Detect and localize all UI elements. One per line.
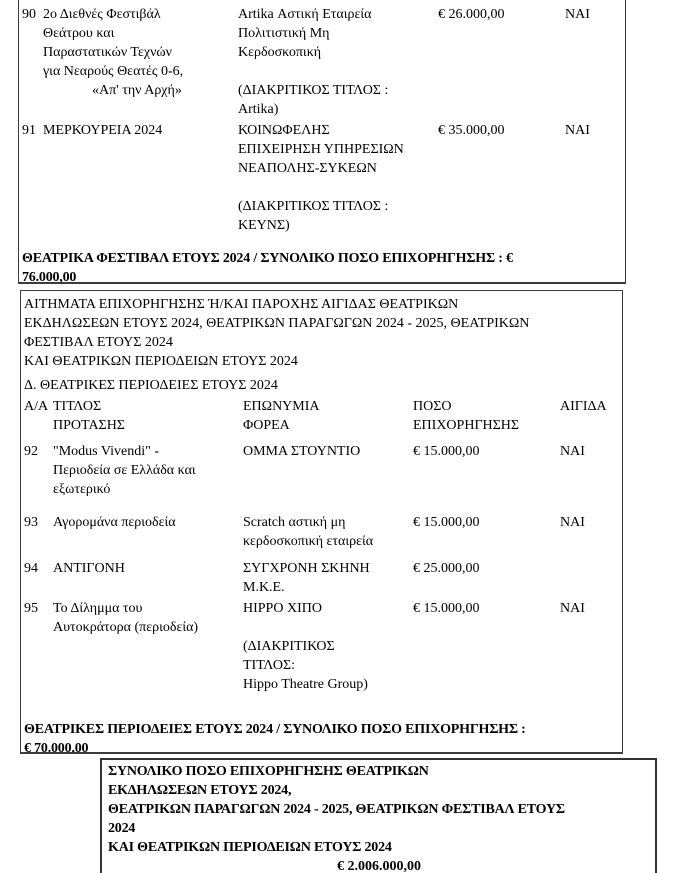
row-number: 91 [22, 123, 36, 138]
aegis-cell: ΝΑΙ [565, 7, 590, 22]
proposal-title-cell: ΜΕΡΚΟΥΡΕΙΑ 2024 [43, 123, 163, 138]
grand-total-text: ΣΥΝΟΛΙΚΟ ΠΟΣΟ ΕΠΙΧΟΡΗΓΗΣΗΣ ΘΕΑΤΡΙΚΩΝ ΕΚΔ… [108, 764, 565, 855]
table-row: 92 "Modus Vivendi" - Περιοδεία σε Ελλάδα… [24, 442, 618, 499]
row-number: 92 [24, 444, 38, 459]
aegis-cell [560, 559, 618, 597]
row-number: 93 [24, 515, 38, 530]
proposal-title-cell: 2ο Διεθνές Φεστιβάλ Θεάτρου και Παραστατ… [43, 7, 184, 98]
entity-name-cell: ΟΜΜΑ ΣΤΟΥΝΤΙΟ [243, 444, 361, 459]
table-header-row: Α/Α ΤΙΤΛΟΣ ΠΡΟΤΑΣΗΣ ΕΠΩΝΥΜΙΑ ΦΟΡΕΑ ΠΟΣΟ … [24, 397, 618, 435]
proposal-title-cell: ΑΝΤΙΓΟΝΗ [53, 561, 125, 576]
table-row: 93 Αγορομάνα περιοδεία Scratch αστική μη… [24, 513, 618, 551]
grand-total-box: ΣΥΝΟΛΙΚΟ ΠΟΣΟ ΕΠΙΧΟΡΗΓΗΣΗΣ ΘΕΑΤΡΙΚΩΝ ΕΚΔ… [100, 758, 657, 873]
proposal-title-cell: "Modus Vivendi" - Περιοδεία σε Ελλάδα κα… [53, 444, 196, 497]
section-subheading: Δ. ΘΕΑΤΡΙΚΕΣ ΠΕΡΙΟΔΕΙΕΣ ΕΤΟΥΣ 2024 [24, 378, 278, 393]
aegis-cell: ΝΑΙ [560, 515, 585, 530]
grant-amount-cell: € 15.000,00 [413, 601, 480, 616]
header-title: ΤΙΤΛΟΣ ΠΡΟΤΑΣΗΣ [53, 399, 125, 433]
row-number: 90 [22, 7, 36, 22]
grant-amount-cell: € 15.000,00 [413, 444, 480, 459]
table-row: 95 Το Δίλημμα του Αυτοκράτορα (περιοδεία… [24, 599, 618, 694]
entity-name-cell: Scratch αστική μη κερδοσκοπική εταιρεία [243, 515, 374, 549]
table-row: 94 ΑΝΤΙΓΟΝΗ ΣΥΓΧΡΟΝΗ ΣΚΗΝΗ Μ.Κ.Ε. € 25.0… [24, 559, 618, 597]
entity-name-cell: Artika Αστική Εταιρεία Πολιτιστική Μη Κε… [238, 7, 389, 117]
grant-amount-cell: € 26.000,00 [438, 7, 505, 22]
header-entity: ΕΠΩΝΥΜΙΑ ΦΟΡΕΑ [243, 399, 320, 433]
festival-table-box: 90 2ο Διεθνές Φεστιβάλ Θεάτρου και Παρασ… [18, 0, 626, 284]
proposal-title-cell: Αγορομάνα περιοδεία [53, 515, 176, 530]
header-num: Α/Α [24, 399, 49, 414]
table-row: 90 2ο Διεθνές Φεστιβάλ Θεάτρου και Παρασ… [22, 5, 621, 119]
aegis-cell: ΝΑΙ [560, 444, 585, 459]
aegis-cell: ΝΑΙ [565, 123, 590, 138]
tours-section-box: ΑΙΤΗΜΑΤΑ ΕΠΙΧΟΡΗΓΗΣΗΣ Ή/ΚΑΙ ΠΑΡΟΧΗΣ ΑΙΓΙ… [20, 290, 623, 754]
festival-total-line: ΘΕΑΤΡΙΚΑ ΦΕΣΤΙΒΑΛ ΕΤΟΥΣ 2024 / ΣΥΝΟΛΙΚΟ … [22, 251, 513, 284]
entity-name-cell: ΚΟΙΝΩΦΕΛΗΣ ΕΠΙΧΕΙΡΗΣΗ ΥΠΗΡΕΣΙΩΝ ΝΕΑΠΟΛΗΣ… [238, 123, 404, 233]
row-number: 94 [24, 561, 38, 576]
grant-amount-cell: € 25.000,00 [413, 561, 480, 576]
table-row: 91 ΜΕΡΚΟΥΡΕΙΑ 2024 ΚΟΙΝΩΦΕΛΗΣ ΕΠΙΧΕΙΡΗΣΗ… [22, 121, 621, 235]
grand-total-amount: € 2.006.000,00 [337, 859, 421, 873]
tours-total-line: ΘΕΑΤΡΙΚΕΣ ΠΕΡΙΟΔΕΙΕΣ ΕΤΟΥΣ 2024 / ΣΥΝΟΛΙ… [24, 722, 526, 754]
grant-amount-cell: € 35.000,00 [438, 123, 505, 138]
header-aegis: ΑΙΓΙΔΑ [560, 399, 607, 414]
section-heading: ΑΙΤΗΜΑΤΑ ΕΠΙΧΟΡΗΓΗΣΗΣ Ή/ΚΑΙ ΠΑΡΟΧΗΣ ΑΙΓΙ… [24, 297, 530, 369]
entity-name-cell: ΣΥΓΧΡΟΝΗ ΣΚΗΝΗ Μ.Κ.Ε. [243, 561, 370, 595]
entity-name-cell: ΗΙΡΡΟ ΧΙΠΟ (ΔΙΑΚΡΙΤΙΚΟΣ ΤΙΤΛΟΣ: Hippo Th… [243, 601, 368, 692]
aegis-cell: ΝΑΙ [560, 601, 585, 616]
grant-amount-cell: € 15.000,00 [413, 515, 480, 530]
proposal-title-cell: Το Δίλημμα του Αυτοκράτορα (περιοδεία) [53, 601, 199, 635]
header-amount: ΠΟΣΟ ΕΠΙΧΟΡΗΓΗΣΗΣ [413, 399, 520, 433]
row-number: 95 [24, 601, 38, 616]
